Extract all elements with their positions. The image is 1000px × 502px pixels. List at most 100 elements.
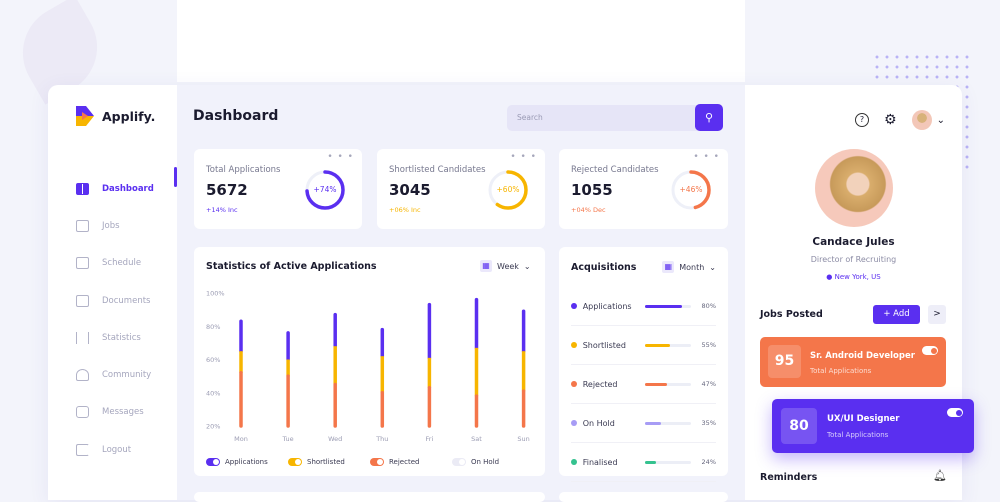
sidebar-item-dashboard[interactable]: Dashboard [76,170,177,207]
x-tick-label: Mon [234,435,248,443]
y-tick-label: 100% [206,290,225,298]
avatar[interactable] [911,110,932,130]
next-button[interactable]: > [928,305,946,324]
reminders-title: Reminders [760,472,818,483]
acquisitions-header: Acquisitions ▦ Month ⌄ [571,247,716,287]
add-job-button[interactable]: + Add [873,305,920,324]
y-tick-label: 60% [206,356,220,364]
chevron-down-icon[interactable]: ⌄ [936,114,945,126]
sidebar-item-label: Statistics [102,332,141,343]
chart-legend: Applications Shortlisted Rejected On Hol… [206,458,534,466]
more-options-button[interactable]: • • • [327,152,354,162]
period-label: Week [497,261,519,271]
legend-label: On Hold [471,458,500,466]
job-subtitle: Total Applications [827,431,889,439]
sidebar-item-documents[interactable]: Documents [76,282,177,319]
progress-bar [645,460,691,464]
legend-applications[interactable]: Applications [206,458,288,466]
page-title: Dashboard [193,108,279,124]
search-input[interactable]: Search [507,105,722,131]
lower-card [194,492,545,502]
acquisition-percent: 47% [701,380,716,388]
calendar-icon: ▦ [662,261,675,273]
search-button[interactable]: ⚲ [695,104,723,131]
message-icon [76,406,89,419]
status-dot [571,342,577,348]
search-icon: ⚲ [704,111,714,124]
stat-change: +14% Inc [206,206,238,214]
sidebar-item-label: Schedule [102,258,142,269]
legend-label: Applications [225,458,268,466]
sidebar-item-label: Community [102,370,152,381]
stat-card-rejected: • • • Rejected Candidates 1055 +04% Dec … [559,149,728,229]
more-options-button[interactable]: • • • [693,152,720,162]
acquisition-label: Shortlisted [582,340,626,350]
toggle-icon [370,458,384,466]
bell-icon[interactable]: 🔔︎ [933,469,947,482]
sidebar-item-statistics[interactable]: Statistics [76,319,177,356]
acquisition-label: Rejected [582,379,618,389]
y-tick-label: 80% [206,323,220,331]
stat-change: +06% Inc [389,206,421,214]
top-backdrop [177,0,745,82]
y-tick-label: 40% [206,389,220,397]
toggle-icon [288,458,302,466]
jobs-posted-title: Jobs Posted [760,309,823,320]
users-icon [76,369,89,382]
dashboard-icon [76,182,89,195]
acquisition-percent: 80% [701,302,716,310]
briefcase-icon [76,219,89,232]
progress-bar [645,343,691,347]
stat-title: Rejected Candidates [571,165,659,175]
sidebar-item-community[interactable]: Community [76,356,177,393]
progress-bar [645,421,691,425]
ring-progress [488,170,528,210]
chevron-down-icon: ⌄ [709,262,716,272]
legend-on-hold[interactable]: On Hold [452,458,534,466]
bar-chart: 100% 80% 60% 40% 20% Mon Tue Wed Thu Fri Sat Sun [206,290,530,444]
sidebar-item-logout[interactable]: Logout [76,431,177,468]
acquisitions-card: Acquisitions ▦ Month ⌄ Applications 80% Sh… [559,247,728,482]
ring-label: +74% [313,185,337,194]
progress-ring [671,170,711,210]
x-tick-label: Tue [282,435,294,443]
x-tick-label: Thu [375,435,388,443]
progress-ring [488,170,528,210]
status-dot [571,381,577,387]
job-toggle[interactable] [922,346,938,355]
stat-value: 5672 [206,181,248,199]
chevron-down-icon: ⌄ [523,261,531,271]
x-tick-label: Wed [328,435,342,443]
profile-photo [815,149,893,227]
location-text: New York, US [834,273,881,281]
ring-label: +60% [496,185,520,194]
period-dropdown[interactable]: ▦ Week ⌄ [480,260,531,272]
job-card[interactable]: 95 Sr. Android Developer Total Applicati… [760,337,946,387]
stat-value: 1055 [571,181,613,199]
period-dropdown[interactable]: ▦ Month ⌄ [662,261,716,273]
brand-name: Applify. [102,108,156,124]
stat-card-total-applications: • • • Total Applications 5672 +14% Inc +… [194,149,362,229]
ring-label: +46% [679,185,703,194]
job-card[interactable]: 80 UX/UI Designer Total Applications [772,399,974,453]
gear-icon[interactable]: ⚙ [884,112,897,128]
bar-chart-icon [76,331,89,344]
progress-ring [305,170,345,210]
legend-shortlisted[interactable]: Shortlisted [288,458,370,466]
stat-change: +04% Dec [571,206,606,214]
help-icon[interactable]: ? [855,113,869,127]
more-options-button[interactable]: • • • [510,152,537,162]
sidebar-item-jobs[interactable]: Jobs [76,207,177,244]
brand-logo[interactable]: Applify. [76,106,155,126]
job-toggle[interactable] [947,408,963,417]
profile-name: Candace Jules [812,236,895,248]
acquisition-row: Shortlisted 55% [571,326,716,365]
acquisition-row: Finalised 24% [571,443,716,482]
period-label: Month [679,262,705,272]
progress-fill [645,304,682,308]
sidebar-item-messages[interactable]: Messages [76,394,177,431]
legend-rejected[interactable]: Rejected [370,458,452,466]
sidebar-item-schedule[interactable]: Schedule [76,245,177,282]
stat-title: Total Applications [206,165,281,175]
x-tick-label: Sat [471,435,482,443]
